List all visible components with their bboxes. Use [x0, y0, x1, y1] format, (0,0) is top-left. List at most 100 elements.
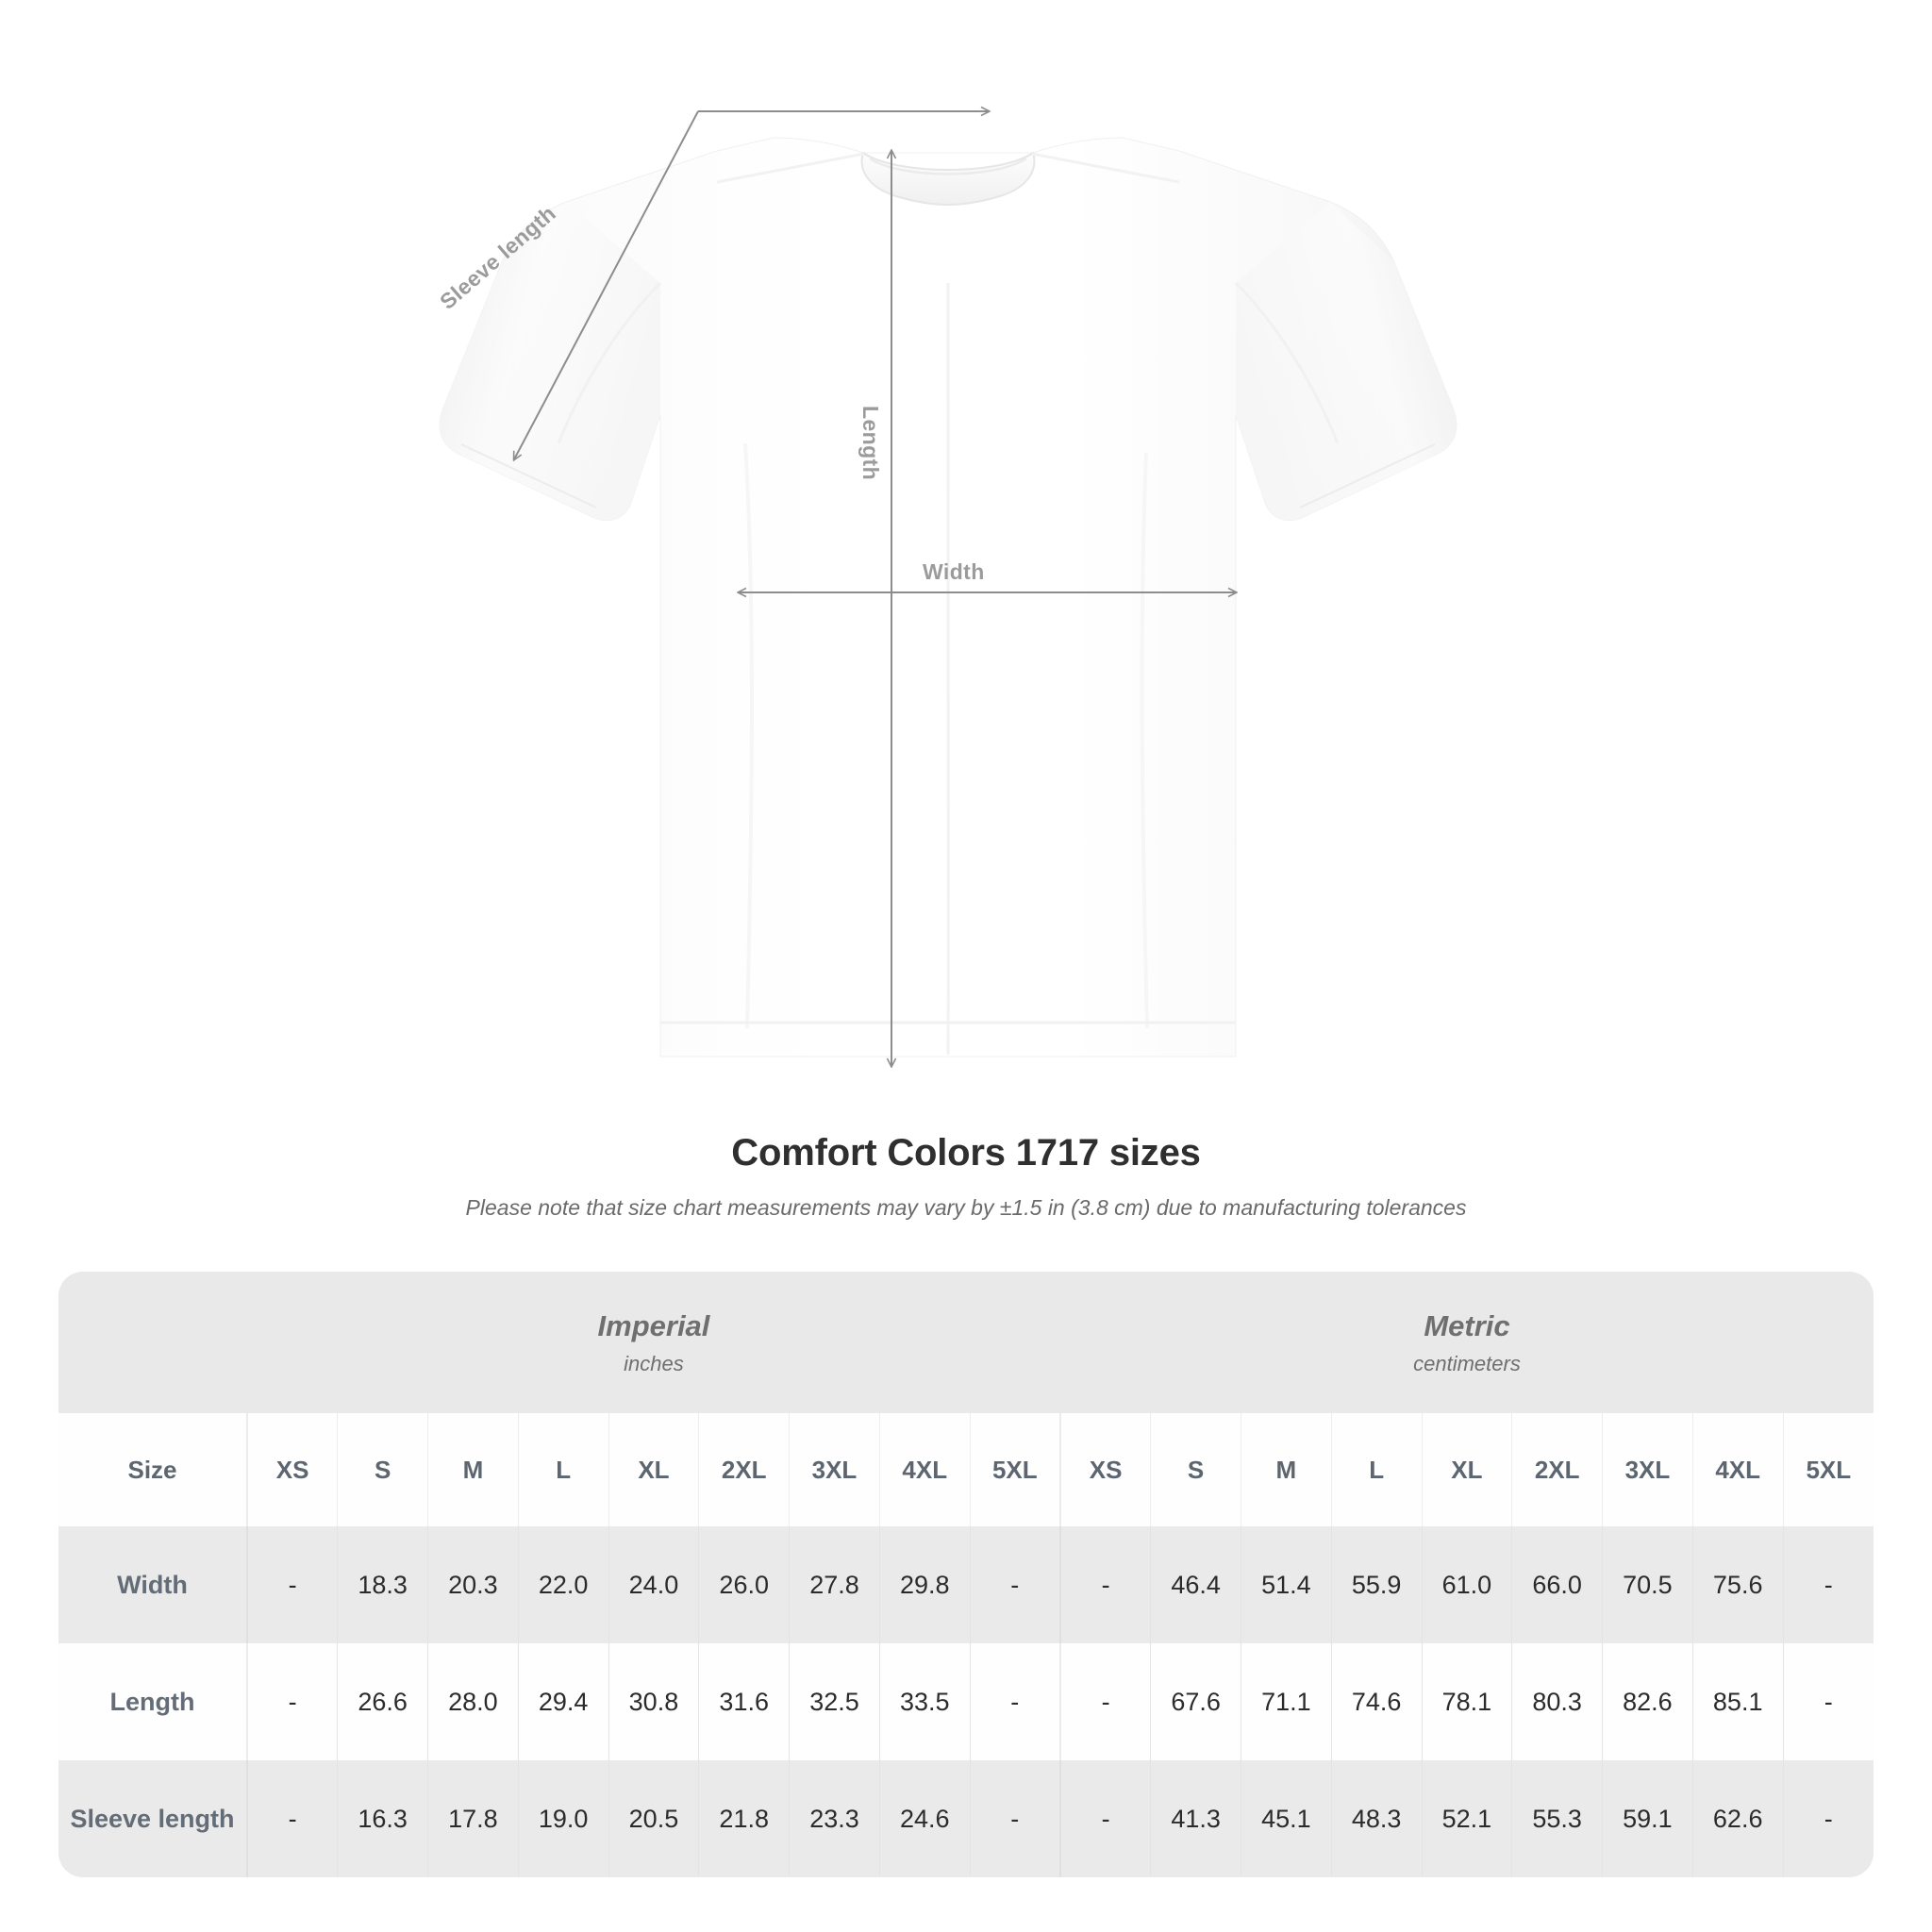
sleeve-length-line	[514, 110, 699, 459]
measurement-cell: 26.6	[337, 1643, 428, 1760]
measurement-cell: -	[246, 1643, 338, 1760]
measurement-cell: 33.5	[878, 1643, 971, 1760]
measurement-cell: 62.6	[1691, 1760, 1784, 1877]
measurement-cell: 22.0	[517, 1526, 609, 1643]
measurement-cell: 67.6	[1150, 1643, 1241, 1760]
measurement-cell: -	[1782, 1760, 1874, 1877]
measurement-cell: 24.0	[608, 1526, 699, 1643]
size-header-imperial-4xl: 4XL	[878, 1413, 971, 1526]
size-chart-table-container: Imperial inches Metric centimeters Size XS S M L…	[58, 1272, 1874, 1877]
size-column-label: Size	[58, 1413, 247, 1526]
measurement-cell: -	[969, 1526, 1060, 1643]
measurement-cell: 41.3	[1150, 1760, 1241, 1877]
measurement-cell: 28.0	[427, 1643, 519, 1760]
measurement-cell: 16.3	[337, 1760, 428, 1877]
table-row: Length -26.6 28.0 29.4 30.8 31.6 32.5 33.5- -67.…	[58, 1643, 1874, 1760]
measurement-cell: -	[1058, 1643, 1151, 1760]
measurement-cell: 26.0	[698, 1526, 790, 1643]
size-header-metric-4xl: 4XL	[1691, 1413, 1784, 1526]
measurement-cell: 29.4	[517, 1643, 609, 1760]
measurement-row-label: Sleeve length	[58, 1760, 247, 1877]
measurement-cell: 21.8	[698, 1760, 790, 1877]
size-header-metric-s: S	[1150, 1413, 1241, 1526]
measurement-cell: 27.8	[789, 1526, 880, 1643]
measurement-row-label: Length	[58, 1643, 247, 1760]
size-header-metric-3xl: 3XL	[1602, 1413, 1693, 1526]
size-header-imperial-2xl: 2XL	[698, 1413, 790, 1526]
tshirt-illustration: Sleeve length Length Width	[435, 0, 1457, 1113]
measurement-cell: 51.4	[1240, 1526, 1332, 1643]
page-title: Comfort Colors 1717 sizes	[731, 1132, 1201, 1174]
measurement-cell: 20.5	[608, 1760, 699, 1877]
measurement-cell: 78.1	[1421, 1643, 1512, 1760]
measurement-cell: 19.0	[517, 1760, 609, 1877]
measurement-cell: 75.6	[1691, 1526, 1784, 1643]
unit-system-header-imperial: Imperial inches	[247, 1272, 1060, 1413]
measurement-cell: 31.6	[698, 1643, 790, 1760]
measurement-cell: 24.6	[878, 1760, 971, 1877]
measurement-cell: -	[246, 1526, 338, 1643]
chart-header: Comfort Colors 1717 sizes Please note th…	[0, 1132, 1932, 1221]
width-annotation-label: Width	[923, 559, 985, 584]
measurement-cell: 66.0	[1511, 1526, 1603, 1643]
measurement-cell: 48.3	[1330, 1760, 1423, 1877]
unit-system-name: Imperial	[597, 1309, 710, 1343]
size-header-metric-5xl: 5XL	[1782, 1413, 1874, 1526]
measurement-cell: 46.4	[1150, 1526, 1241, 1643]
measurement-cell: 30.8	[608, 1643, 699, 1760]
measurement-cell: -	[1782, 1643, 1874, 1760]
measurement-cell: 85.1	[1691, 1643, 1784, 1760]
measurement-cell: -	[246, 1760, 338, 1877]
measurement-cell: -	[969, 1643, 1060, 1760]
length-annotation-label: Length	[858, 406, 883, 481]
unit-system-spacer-cell	[58, 1272, 247, 1413]
measurement-cell: -	[1782, 1526, 1874, 1643]
measurement-cell: -	[1058, 1526, 1151, 1643]
measurement-cell: 18.3	[337, 1526, 428, 1643]
size-header-imperial-l: L	[517, 1413, 609, 1526]
unit-system-unit: centimeters	[1413, 1351, 1521, 1375]
size-header-imperial-xs: XS	[246, 1413, 338, 1526]
unit-system-header-metric: Metric centimeters	[1059, 1272, 1874, 1413]
size-header-imperial-s: S	[337, 1413, 428, 1526]
measurement-cell: -	[969, 1760, 1060, 1877]
size-header-metric-xs: XS	[1058, 1413, 1151, 1526]
size-header-imperial-xl: XL	[608, 1413, 699, 1526]
unit-system-unit: inches	[624, 1351, 684, 1375]
unit-system-name: Metric	[1424, 1309, 1510, 1343]
size-chart-table: Imperial inches Metric centimeters Size XS S M L…	[58, 1272, 1874, 1877]
size-header-row: Size XS S M L XL 2XL 3XL 4XL 5XL XS S M L XL 2XL 3XL 4XL 5…	[58, 1413, 1874, 1526]
measurement-cell: 71.1	[1240, 1643, 1332, 1760]
measurement-cell: 82.6	[1602, 1643, 1693, 1760]
measurement-cell: 61.0	[1421, 1526, 1512, 1643]
tolerance-note: Please note that size chart measurements…	[465, 1195, 1467, 1220]
measurement-cell: 20.3	[427, 1526, 519, 1643]
tshirt-body-shape	[439, 137, 1457, 1058]
size-header-metric-2xl: 2XL	[1511, 1413, 1603, 1526]
measurement-guides	[514, 111, 1236, 1066]
table-row: Sleeve length -16.3 17.8 19.0 20.5 21.8 23.3 24…	[58, 1760, 1874, 1877]
measurement-cell: 32.5	[789, 1643, 880, 1760]
size-header-metric-xl: XL	[1421, 1413, 1512, 1526]
measurement-cell: 52.1	[1421, 1760, 1512, 1877]
unit-system-header-row: Imperial inches Metric centimeters	[58, 1272, 1874, 1413]
table-row: Width -18.3 20.3 22.0 24.0 26.0 27.8 29.8- -46.4…	[58, 1526, 1874, 1643]
measurement-cell: 80.3	[1511, 1643, 1603, 1760]
measurement-cell: 29.8	[878, 1526, 971, 1643]
measurement-cell: 55.3	[1511, 1760, 1603, 1877]
measurement-cell: -	[1058, 1760, 1151, 1877]
size-header-metric-l: L	[1330, 1413, 1423, 1526]
measurement-cell: 55.9	[1330, 1526, 1423, 1643]
measurement-cell: 45.1	[1240, 1760, 1332, 1877]
measurement-cell: 17.8	[427, 1760, 519, 1877]
measurement-row-label: Width	[58, 1526, 247, 1643]
size-header-imperial-5xl: 5XL	[969, 1413, 1060, 1526]
size-header-imperial-3xl: 3XL	[789, 1413, 880, 1526]
size-header-imperial-m: M	[427, 1413, 519, 1526]
size-header-metric-m: M	[1240, 1413, 1332, 1526]
measurement-cell: 74.6	[1330, 1643, 1423, 1760]
tshirt-diagram-svg	[439, 0, 1457, 1113]
measurement-cell: 70.5	[1602, 1526, 1693, 1643]
measurement-cell: 59.1	[1602, 1760, 1693, 1877]
measurement-cell: 23.3	[789, 1760, 880, 1877]
